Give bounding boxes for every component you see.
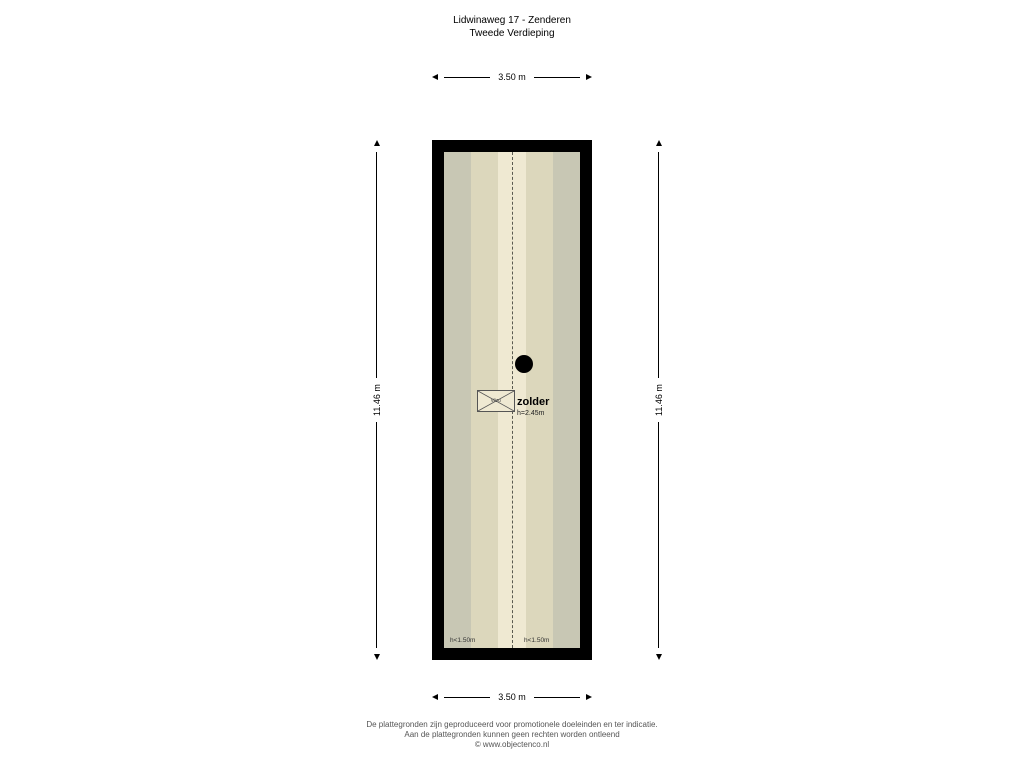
- pillar-icon: [515, 355, 533, 373]
- page-footer: De plattegronden zijn geproduceerd voor …: [0, 720, 1024, 750]
- low-height-note-left: h<1.50m: [450, 637, 475, 644]
- footer-line-1: De plattegronden zijn geproduceerd voor …: [0, 720, 1024, 730]
- room-height-label: h=2.45m: [517, 410, 544, 417]
- dimension-height-right: 11.46 m: [652, 140, 666, 660]
- attic-hatch: vlizo: [477, 390, 515, 412]
- floor-plan: vlizo zolder h=2.45m h<1.50m h<1.50m: [432, 140, 592, 660]
- dimension-width-bottom-value: 3.50 m: [496, 692, 528, 702]
- header-subtitle: Tweede Verdieping: [0, 27, 1024, 40]
- dimension-width-bottom: 3.50 m: [432, 692, 592, 702]
- low-height-note-right: h<1.50m: [524, 637, 549, 644]
- dimension-width-top-value: 3.50 m: [496, 72, 528, 82]
- floor-stripe-0: [444, 152, 471, 648]
- room-label: zolder: [517, 396, 549, 408]
- dimension-width-top: 3.50 m: [432, 72, 592, 82]
- header-title: Lidwinaweg 17 - Zenderen: [0, 14, 1024, 27]
- footer-line-2: Aan de plattegronden kunnen geen rechten…: [0, 730, 1024, 740]
- floor-stripe-4: [553, 152, 580, 648]
- dimension-height-left-value: 11.46 m: [370, 384, 384, 416]
- footer-line-3: © www.objectenco.nl: [0, 740, 1024, 750]
- page-header: Lidwinaweg 17 - Zenderen Tweede Verdiepi…: [0, 14, 1024, 40]
- hatch-cross-icon: [478, 391, 514, 411]
- dimension-height-right-value: 11.46 m: [652, 384, 666, 416]
- dimension-height-left: 11.46 m: [370, 140, 384, 660]
